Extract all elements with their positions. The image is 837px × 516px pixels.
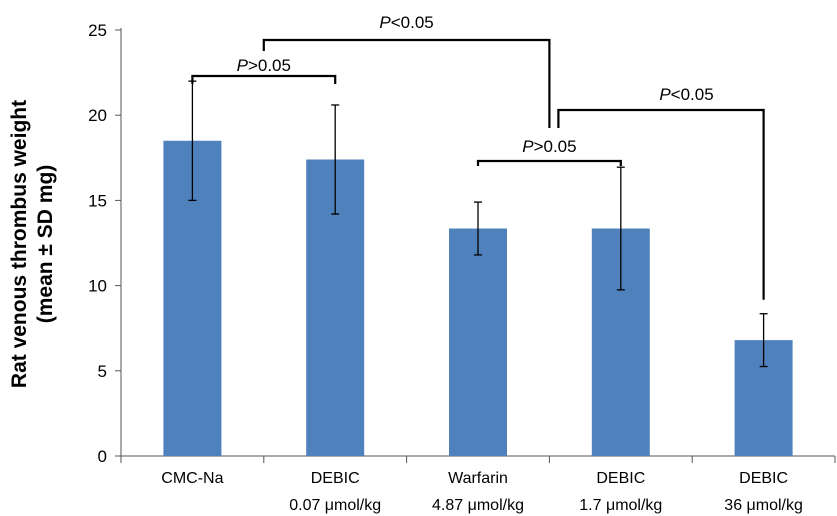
bracket-right-comparison: [557, 108, 765, 300]
x-tick-label: DEBIC: [739, 470, 788, 487]
y-tick-label: 0: [98, 447, 107, 466]
x-tick-labels: CMC-Na DEBIC 0.07 μmol/kg Warfarin 4.87 μmol…: [161, 470, 803, 514]
error-bars: [188, 80, 768, 368]
bracket-warfarin-vs-debic-mid: [476, 159, 622, 166]
bracket-cmc-vs-debic-low: [191, 74, 337, 84]
bar: [449, 228, 507, 456]
p-value-label: P<0.05: [659, 85, 713, 104]
p-value-label: P>0.05: [522, 137, 576, 156]
axes: 0 5 10 15 20 25: [88, 21, 836, 466]
y-tick-label: 5: [98, 362, 107, 381]
y-tick-label: 25: [88, 21, 107, 40]
y-axis-title-line2: (mean ± SD mg): [34, 165, 57, 324]
p-value-label: P<0.05: [379, 13, 433, 32]
y-tick-label: 15: [88, 191, 107, 210]
x-tick-label-sub: 36 μmol/kg: [724, 497, 803, 514]
y-tick-label: 20: [88, 106, 107, 125]
x-tick-label: CMC-Na: [161, 470, 223, 487]
x-tick-label-sub: 4.87 μmol/kg: [432, 497, 524, 514]
x-tick-label: DEBIC: [311, 470, 360, 487]
x-tick-label: DEBIC: [596, 470, 645, 487]
significance-annotations: P>0.05 P>0.05 P<0.05 P<0.05: [191, 13, 765, 300]
bracket-top-comparison: [262, 38, 551, 128]
x-tick-label-sub: 0.07 μmol/kg: [289, 497, 381, 514]
x-tick-label: Warfarin: [448, 470, 508, 487]
y-tick-label: 10: [88, 277, 107, 296]
bars: [163, 140, 793, 456]
y-axis-title-line1: Rat venous thrombus weight: [8, 100, 31, 388]
y-axis-title: Rat venous thrombus weight (mean ± SD mg…: [8, 100, 57, 388]
x-tick-label-sub: 1.7 μmol/kg: [579, 497, 662, 514]
p-value-label: P>0.05: [237, 56, 291, 75]
